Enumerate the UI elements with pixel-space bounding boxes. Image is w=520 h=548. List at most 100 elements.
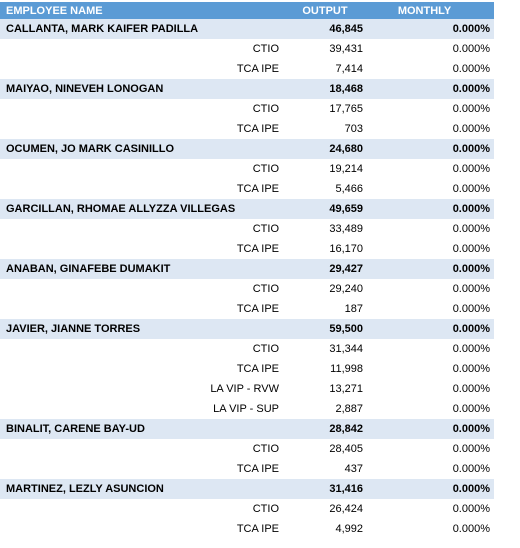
table-body: CALLANTA, MARK KAIFER PADILLA 46,845 0.000… <box>0 19 494 539</box>
category-name-cell: CTIO <box>252 503 279 515</box>
category-name-cell: CTIO <box>252 163 279 175</box>
employee-row[interactable]: GARCILLAN, RHOMAE ALLYZZA VILLEGAS 49,659… <box>0 199 494 219</box>
output-cell: 46,845 <box>329 23 363 35</box>
monthly-cell: 0.000% <box>452 263 490 275</box>
monthly-cell: 0.000% <box>452 243 490 255</box>
header-employee-name: EMPLOYEE NAME <box>6 4 103 17</box>
category-row[interactable]: CTIO 28,405 0.000% <box>0 439 494 459</box>
monthly-cell: 0.000% <box>452 383 490 395</box>
monthly-cell: 0.000% <box>452 283 490 295</box>
category-name-cell: CTIO <box>252 43 279 55</box>
monthly-cell: 0.000% <box>452 103 490 115</box>
employee-row[interactable]: ANABAN, GINAFEBE DUMAKIT 29,427 0.000% <box>0 259 494 279</box>
monthly-cell: 0.000% <box>452 163 490 175</box>
output-cell: 2,887 <box>335 403 363 415</box>
employee-row[interactable]: JAVIER, JIANNE TORRES 59,500 0.000% <box>0 319 494 339</box>
output-cell: 26,424 <box>329 503 363 515</box>
category-row[interactable]: TCA IPE 187 0.000% <box>0 299 494 319</box>
category-name-cell: CTIO <box>252 343 279 355</box>
monthly-cell: 0.000% <box>452 23 490 35</box>
monthly-cell: 0.000% <box>452 503 490 515</box>
employee-row[interactable]: CALLANTA, MARK KAIFER PADILLA 46,845 0.000… <box>0 19 494 39</box>
category-row[interactable]: CTIO 31,344 0.000% <box>0 339 494 359</box>
output-cell: 59,500 <box>329 323 363 335</box>
monthly-cell: 0.000% <box>452 83 490 95</box>
output-cell: 5,466 <box>335 183 363 195</box>
output-cell: 17,765 <box>329 103 363 115</box>
category-row[interactable]: TCA IPE 5,466 0.000% <box>0 179 494 199</box>
category-name-cell: TCA IPE <box>236 463 279 475</box>
employee-output-table: EMPLOYEE NAME OUTPUT MONTHLY CALLANTA, M… <box>0 2 494 539</box>
output-cell: 49,659 <box>329 203 363 215</box>
output-cell: 437 <box>344 463 363 475</box>
category-row[interactable]: TCA IPE 7,414 0.000% <box>0 59 494 79</box>
category-name-cell: CTIO <box>252 103 279 115</box>
monthly-cell: 0.000% <box>452 343 490 355</box>
output-cell: 28,405 <box>329 443 363 455</box>
category-row[interactable]: TCA IPE 703 0.000% <box>0 119 494 139</box>
category-row[interactable]: LA VIP - SUP 2,887 0.000% <box>0 399 494 419</box>
monthly-cell: 0.000% <box>452 323 490 335</box>
category-row[interactable]: CTIO 39,431 0.000% <box>0 39 494 59</box>
category-row[interactable]: CTIO 17,765 0.000% <box>0 99 494 119</box>
monthly-cell: 0.000% <box>452 203 490 215</box>
output-cell: 19,214 <box>329 163 363 175</box>
output-cell: 39,431 <box>329 43 363 55</box>
employee-name-cell: GARCILLAN, RHOMAE ALLYZZA VILLEGAS <box>6 203 236 215</box>
monthly-cell: 0.000% <box>452 443 490 455</box>
output-cell: 18,468 <box>329 83 363 95</box>
output-cell: 24,680 <box>329 143 363 155</box>
category-row[interactable]: CTIO 33,489 0.000% <box>0 219 494 239</box>
employee-name-cell: OCUMEN, JO MARK CASINILLO <box>6 143 175 155</box>
employee-row[interactable]: BINALIT, CARENE BAY-UD 28,842 0.000% <box>0 419 494 439</box>
monthly-cell: 0.000% <box>452 143 490 155</box>
header-monthly: MONTHLY <box>397 4 452 17</box>
employee-row[interactable]: MARTINEZ, LEZLY ASUNCION 31,416 0.000% <box>0 479 494 499</box>
output-cell: 7,414 <box>335 63 363 75</box>
output-cell: 28,842 <box>329 423 363 435</box>
monthly-cell: 0.000% <box>452 523 490 535</box>
category-row[interactable]: TCA IPE 437 0.000% <box>0 459 494 479</box>
table-header-row: EMPLOYEE NAME OUTPUT MONTHLY <box>0 2 494 19</box>
employee-name-cell: ANABAN, GINAFEBE DUMAKIT <box>6 263 171 275</box>
monthly-cell: 0.000% <box>452 423 490 435</box>
category-name-cell: LA VIP - RVW <box>210 383 279 395</box>
output-cell: 29,427 <box>329 263 363 275</box>
monthly-cell: 0.000% <box>452 183 490 195</box>
category-row[interactable]: LA VIP - RVW 13,271 0.000% <box>0 379 494 399</box>
monthly-cell: 0.000% <box>452 63 490 75</box>
output-cell: 31,416 <box>329 483 363 495</box>
monthly-cell: 0.000% <box>452 223 490 235</box>
monthly-cell: 0.000% <box>452 43 490 55</box>
category-name-cell: TCA IPE <box>236 183 279 195</box>
employee-row[interactable]: OCUMEN, JO MARK CASINILLO 24,680 0.000% <box>0 139 494 159</box>
category-row[interactable]: CTIO 19,214 0.000% <box>0 159 494 179</box>
category-row[interactable]: TCA IPE 16,170 0.000% <box>0 239 494 259</box>
output-cell: 11,998 <box>330 363 363 375</box>
output-cell: 29,240 <box>329 283 363 295</box>
employee-row[interactable]: MAIYAO, NINEVEH LONOGAN 18,468 0.000% <box>0 79 494 99</box>
output-cell: 4,992 <box>335 523 363 535</box>
category-name-cell: TCA IPE <box>236 363 279 375</box>
monthly-cell: 0.000% <box>452 363 490 375</box>
monthly-cell: 0.000% <box>452 483 490 495</box>
category-row[interactable]: CTIO 29,240 0.000% <box>0 279 494 299</box>
category-name-cell: TCA IPE <box>236 243 279 255</box>
employee-name-cell: CALLANTA, MARK KAIFER PADILLA <box>6 23 199 35</box>
category-name-cell: TCA IPE <box>236 63 279 75</box>
category-row[interactable]: TCA IPE 4,992 0.000% <box>0 519 494 539</box>
output-cell: 31,344 <box>329 343 363 355</box>
output-cell: 16,170 <box>329 243 363 255</box>
output-cell: 13,271 <box>329 383 363 395</box>
category-row[interactable]: TCA IPE 11,998 0.000% <box>0 359 494 379</box>
output-cell: 187 <box>344 303 363 315</box>
header-output: OUTPUT <box>302 4 348 17</box>
category-name-cell: TCA IPE <box>236 123 279 135</box>
monthly-cell: 0.000% <box>452 463 490 475</box>
category-row[interactable]: CTIO 26,424 0.000% <box>0 499 494 519</box>
category-name-cell: TCA IPE <box>236 303 279 315</box>
category-name-cell: LA VIP - SUP <box>213 403 279 415</box>
output-cell: 703 <box>344 123 363 135</box>
category-name-cell: CTIO <box>252 443 279 455</box>
output-cell: 33,489 <box>329 223 363 235</box>
